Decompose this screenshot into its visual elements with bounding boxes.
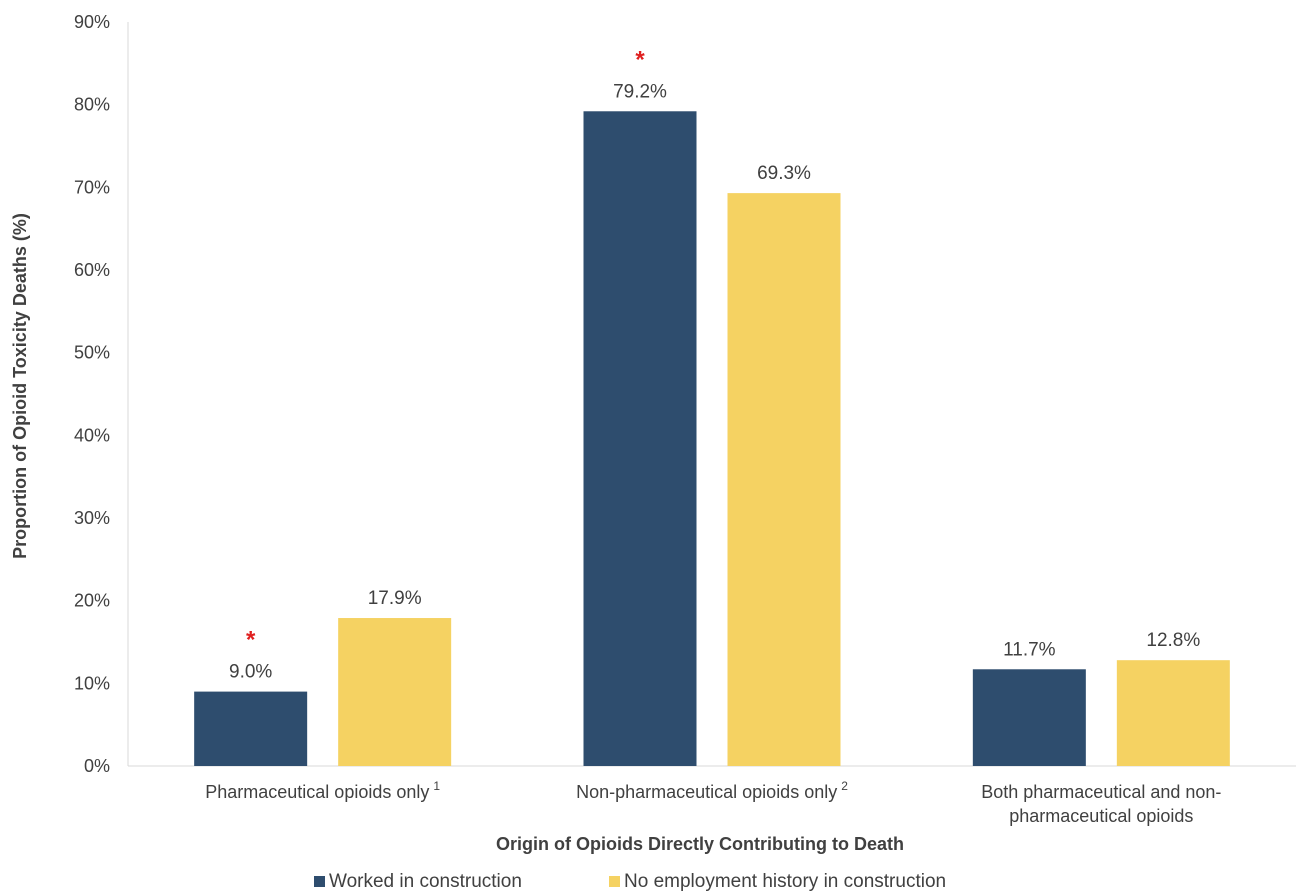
y-tick-label: 0% [84, 756, 110, 776]
data-label: 12.8% [1146, 630, 1200, 651]
x-category-label-line2: pharmaceutical opioids [1009, 806, 1193, 826]
y-tick-label: 60% [74, 260, 110, 280]
bar [972, 669, 1086, 766]
legend-label: Worked in construction [329, 871, 522, 892]
data-label: 9.0% [229, 662, 272, 683]
significance-marker: * [635, 46, 645, 73]
x-category-label: Non-pharmaceutical opioids only 2 [576, 779, 848, 802]
x-category-label: Both pharmaceutical and non- [981, 782, 1221, 802]
y-tick-label: 90% [74, 12, 110, 32]
data-label: 11.7% [1003, 639, 1056, 660]
y-tick-label: 10% [74, 673, 110, 693]
x-axis-title: Origin of Opioids Directly Contributing … [496, 834, 904, 854]
y-tick-label: 40% [74, 425, 110, 445]
y-tick-label: 30% [74, 508, 110, 528]
significance-marker: * [246, 627, 256, 654]
y-tick-label: 50% [74, 343, 110, 363]
y-tick-label: 70% [74, 177, 110, 197]
bar [338, 618, 452, 766]
data-label: 69.3% [757, 163, 811, 184]
bar [194, 691, 308, 766]
y-tick-label: 80% [74, 95, 110, 115]
data-label: 79.2% [613, 81, 667, 102]
bar [583, 111, 697, 766]
legend-swatch [609, 876, 620, 887]
legend-label: No employment history in construction [624, 871, 946, 892]
bar [727, 193, 841, 766]
bar [1116, 660, 1230, 766]
x-category-label: Pharmaceutical opioids only 1 [205, 779, 440, 802]
legend-swatch [314, 876, 325, 887]
bars: 9.0% * 17.9% 79.2% * 69.3% 11.7% 12.8% [194, 46, 1230, 766]
data-label: 17.9% [368, 588, 422, 609]
y-tick-label: 20% [74, 591, 110, 611]
y-axis-title: Proportion of Opioid Toxicity Deaths (%) [10, 213, 30, 559]
legend: Worked in construction No employment hist… [314, 871, 946, 892]
x-axis-category-labels: Pharmaceutical opioids only 1 Non-pharmace… [205, 779, 1221, 826]
y-axis-ticks: 0% 10% 20% 30% 40% 50% 60% 70% 80% 90% [74, 12, 110, 776]
